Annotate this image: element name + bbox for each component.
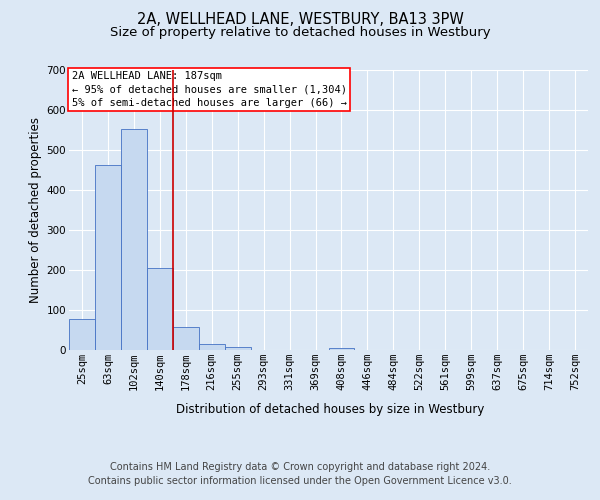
Bar <box>329 348 355 350</box>
Text: 2A, WELLHEAD LANE, WESTBURY, BA13 3PW: 2A, WELLHEAD LANE, WESTBURY, BA13 3PW <box>137 12 463 28</box>
Text: 2A WELLHEAD LANE: 187sqm
← 95% of detached houses are smaller (1,304)
5% of semi: 2A WELLHEAD LANE: 187sqm ← 95% of detach… <box>71 72 347 108</box>
Text: Distribution of detached houses by size in Westbury: Distribution of detached houses by size … <box>176 402 484 415</box>
Text: Size of property relative to detached houses in Westbury: Size of property relative to detached ho… <box>110 26 490 39</box>
Bar <box>225 347 251 350</box>
Bar <box>95 165 121 350</box>
Bar <box>121 129 147 350</box>
Bar <box>147 268 173 350</box>
Bar <box>199 344 224 350</box>
Y-axis label: Number of detached properties: Number of detached properties <box>29 117 43 303</box>
Text: Contains HM Land Registry data © Crown copyright and database right 2024.: Contains HM Land Registry data © Crown c… <box>110 462 490 472</box>
Bar <box>173 327 199 350</box>
Bar <box>69 319 95 350</box>
Text: Contains public sector information licensed under the Open Government Licence v3: Contains public sector information licen… <box>88 476 512 486</box>
